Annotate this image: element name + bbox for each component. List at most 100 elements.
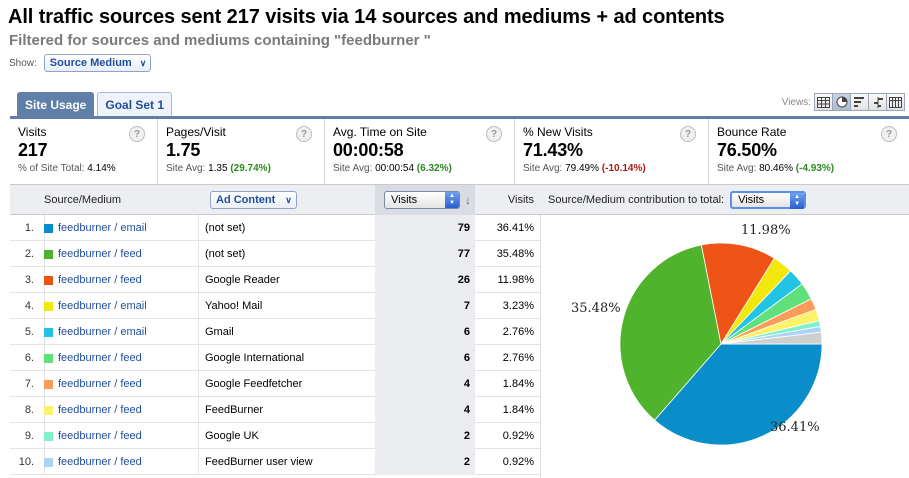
table-row: 10. feedburner / feed FeedBurner user view…	[10, 449, 540, 475]
source-medium-link[interactable]: feedburner / feed	[58, 378, 142, 390]
table-row: 9. feedburner / feed Google UK 2 0.92%	[10, 423, 540, 449]
pie-view-icon[interactable]	[832, 93, 851, 111]
sort-metric-select[interactable]: Visits ▲ ▼	[384, 191, 460, 209]
visits-pct-cell: 35.48%	[496, 248, 534, 260]
visits-pct-cell: 2.76%	[502, 326, 534, 338]
help-icon[interactable]: ?	[129, 126, 145, 142]
metric-sub-prefix: Site Avg:	[333, 163, 376, 174]
metric-value: 00:00:58	[333, 140, 404, 160]
visits-pct-cell: 3.23%	[502, 300, 534, 312]
table-view-icon[interactable]	[814, 93, 833, 111]
row-index: 5.	[24, 326, 34, 338]
chevron-down-icon: ∨	[139, 57, 147, 68]
row-index: 8.	[24, 404, 34, 416]
tab-bar: Site Usage Goal Set 1	[17, 92, 175, 116]
pivot-view-icon[interactable]	[886, 93, 905, 111]
performance-view-icon[interactable]	[850, 93, 869, 111]
series-swatch	[44, 353, 53, 363]
tab-goal-set-1[interactable]: Goal Set 1	[97, 92, 173, 116]
metric-label: Visits	[18, 125, 47, 139]
metric-sub-prefix: Site Avg:	[523, 163, 566, 174]
source-medium-link[interactable]: feedburner / email	[58, 222, 147, 234]
select-spinner-icon: ▲ ▼	[445, 192, 459, 208]
series-swatch	[44, 431, 53, 441]
pie-metric-select[interactable]: Visits ▲ ▼	[730, 191, 807, 209]
series-swatch	[44, 405, 53, 415]
comparison-view-icon[interactable]	[868, 93, 887, 111]
metric-sub-prefix: Site Avg:	[717, 163, 760, 174]
pie-label-2: 35.48%	[571, 301, 621, 316]
help-icon[interactable]: ?	[881, 126, 897, 142]
row-index: 7.	[24, 378, 34, 390]
metric-label: Bounce Rate	[717, 125, 787, 139]
pie-slice	[654, 343, 823, 446]
series-swatch	[44, 275, 53, 285]
source-medium-link[interactable]: feedburner / feed	[58, 456, 142, 468]
metric-bounce-rate: Bounce Rate 76.50% Site Avg: 80.46% (-4.…	[709, 119, 909, 184]
source-medium-cell: feedburner / feed	[44, 423, 199, 449]
metric-value: 76.50%	[717, 140, 777, 160]
select-spinner-icon: ▲ ▼	[790, 193, 805, 209]
source-medium-cell: feedburner / feed	[44, 397, 199, 423]
visits-cell: 26	[375, 267, 475, 293]
ad-content-cell: (not set)	[198, 215, 375, 241]
col-header-ad-content: Ad Content ∨	[210, 185, 297, 215]
metric-sub-value: 79.49%	[565, 163, 599, 174]
metric-sub-value: 1.35	[208, 163, 228, 174]
page-title: All traffic sources sent 217 visits via …	[8, 6, 725, 28]
table-row: 8. feedburner / feed FeedBurner 4 1.84%	[10, 397, 540, 423]
source-medium-link[interactable]: feedburner / feed	[58, 274, 142, 286]
help-icon[interactable]: ?	[486, 126, 502, 142]
metric-sub: Site Avg: 00:00:54 (6.32%)	[333, 163, 506, 174]
metric-new-visits: % New Visits 71.43% Site Avg: 79.49% (-1…	[515, 119, 709, 184]
metric-sub: % of Site Total: 4.14%	[18, 163, 149, 174]
source-medium-cell: feedburner / email	[44, 215, 199, 241]
help-icon[interactable]: ?	[296, 126, 312, 142]
views-label: Views:	[781, 96, 811, 108]
col-header-source[interactable]: Source/Medium	[44, 194, 122, 206]
pie-label-3: 11.98%	[741, 223, 791, 238]
source-medium-link[interactable]: feedburner / email	[58, 300, 147, 312]
pie-metric-value: Visits	[738, 194, 765, 206]
row-index: 1.	[24, 222, 34, 234]
source-medium-link[interactable]: feedburner / feed	[58, 352, 142, 364]
row-index: 3.	[24, 274, 34, 286]
metric-sub-value: 00:00:54	[375, 163, 415, 174]
metric-sub-value: 4.14%	[87, 163, 116, 174]
ad-content-cell: FeedBurner user view	[198, 449, 375, 475]
table-row: 6. feedburner / feed Google International 6…	[10, 345, 540, 371]
metric-sub: Site Avg: 80.46% (-4.93%)	[717, 163, 901, 174]
dimension-select[interactable]: Source Medium ∨	[43, 54, 152, 72]
source-medium-cell: feedburner / email	[44, 293, 199, 319]
help-icon[interactable]: ?	[680, 126, 696, 142]
metric-delta: (29.74%)	[230, 163, 271, 174]
visits-pct-cell: 0.92%	[502, 430, 534, 442]
source-medium-link[interactable]: feedburner / email	[58, 326, 147, 338]
visits-pct-cell: 0.92%	[502, 456, 534, 468]
ad-content-cell: FeedBurner	[198, 397, 375, 423]
metric-sub-prefix: % of Site Total:	[18, 163, 88, 174]
table-row: 5. feedburner / email Gmail 6 2.76%	[10, 319, 540, 345]
visits-pct-cell: 1.84%	[502, 404, 534, 416]
ad-content-cell: Google International	[198, 345, 375, 371]
pie-caption: Source/Medium contribution to total:	[548, 194, 725, 206]
source-medium-link[interactable]: feedburner / feed	[58, 404, 142, 416]
visits-cell: 6	[375, 345, 475, 371]
visits-cell: 4	[375, 371, 475, 397]
ad-content-cell: (not set)	[198, 241, 375, 267]
visits-cell: 79	[375, 215, 475, 241]
metric-delta: (6.32%)	[416, 163, 452, 174]
tab-site-usage[interactable]: Site Usage	[17, 92, 95, 116]
series-swatch	[44, 457, 53, 467]
sort-down-icon[interactable]: ↓	[465, 193, 471, 207]
metric-label: % New Visits	[523, 125, 593, 139]
visits-pct-cell: 1.84%	[502, 378, 534, 390]
ad-content-select-value: Ad Content	[216, 194, 276, 206]
source-medium-link[interactable]: feedburner / feed	[58, 248, 142, 260]
table-row: 4. feedburner / email Yahoo! Mail 7 3.23%	[10, 293, 540, 319]
row-divider	[44, 215, 45, 475]
col-header-pct[interactable]: Visits	[507, 194, 534, 206]
metric-sub: Site Avg: 1.35 (29.74%)	[166, 163, 316, 174]
ad-content-select[interactable]: Ad Content ∨	[210, 191, 297, 209]
source-medium-link[interactable]: feedburner / feed	[58, 430, 142, 442]
